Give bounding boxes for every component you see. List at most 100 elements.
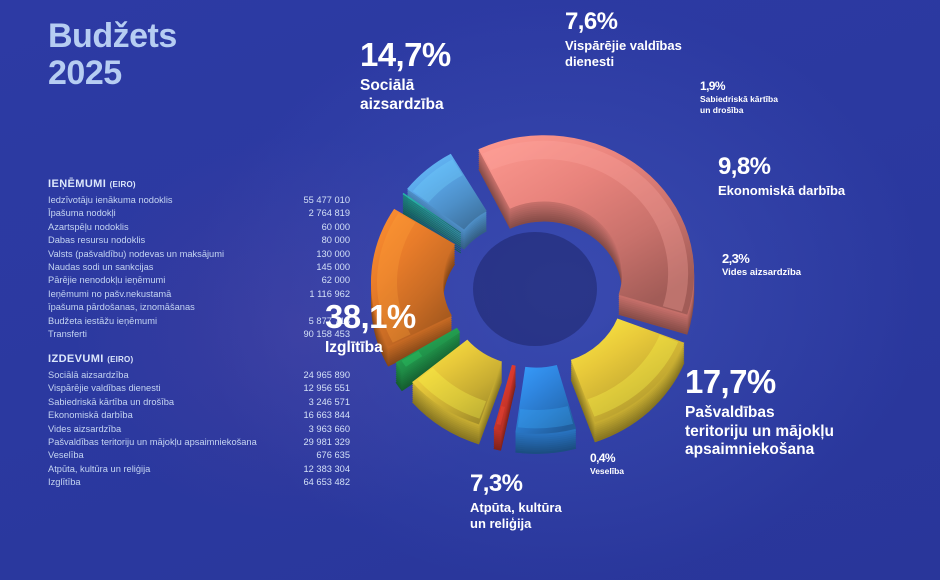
donut-slice-soci-l-aizsardz-ba[interactable] [570,318,685,443]
table-row: Sabiedriskā kārtība un drošība 3 246 571 [48,396,350,409]
table-row: Transferti 90 158 453 [48,328,350,341]
table-row: Pašvaldības teritoriju un mājokļu apsaim… [48,436,350,449]
callout-visparejie-name-l1: Vispārējie valdības [565,38,682,53]
expense-row-label: Sabiedriskā kārtība un drošība [48,396,175,407]
table-row: īpašuma pārdošanas, iznomāšanas [48,301,350,314]
callout-ekonomiska-darbiba: 9,8% Ekonomiskā darbība [718,155,845,199]
expense-row-value: 3 963 660 [308,423,350,434]
expense-row-value: 12 956 551 [303,383,350,394]
slice-highlight [377,213,416,343]
table-row: Dabas resursu nodoklis 80 000 [48,234,350,247]
callout-ekonomiska-pct: 9,8% [718,153,771,180]
callout-pasvaldibas-name: Pašvaldības teritoriju un mājokļu apsaim… [685,404,834,460]
slice-top [493,364,516,431]
donut-graphic [370,123,700,454]
callout-sociala-name: Sociālā aizsardzība [360,77,451,114]
income-row-value: 55 477 010 [303,195,350,205]
expense-row-label: Pašvaldības teritoriju un mājokļu apsaim… [48,437,257,448]
callout-atputa-pct: 7,3% [470,470,523,497]
table-row: Veselība 676 635 [48,449,350,462]
callout-atputa-name-l1: Atpūta, kultūra [470,500,562,515]
callout-atputa-name: Atpūta, kultūra un reliģija [470,500,562,531]
callout-sociala-aizsardziba: 14,7% Sociālā aizsardzība [360,38,451,114]
income-row-value: 60 000 [321,221,350,232]
callout-ekonomiska-name: Ekonomiskā darbība [718,183,846,198]
slice-wall [402,206,462,248]
callout-sabiedriska-name: Sabiedriskā kārtība un drošība [700,94,778,115]
callout-veseliba: 0,4% Veselība [590,452,624,477]
slice-top [395,327,461,372]
donut-slice-visp-r-jie-vald-bas-dienesti[interactable] [515,364,577,454]
income-row-label: Pārējie nenodokļu ieņēmumi [48,275,166,286]
expense-row-label: Vispārējie valdības dienesti [48,383,161,394]
income-row-label: Valsts (pašvaldību) nodevas un maksājumi [48,248,225,259]
callout-izglitiba-name: Izglītība [325,339,383,356]
expense-row-label: Veselība [48,450,84,461]
income-row-label: Īpašuma nodokļi [48,208,116,219]
income-row-label: Dabas resursu nodoklis [48,235,146,246]
slice-highlight [412,159,463,203]
slice-wall [402,208,462,250]
callout-atputa-kultura: 7,3% Atpūta, kultūra un reliģija [470,472,562,531]
callout-veseliba-name: Veselība [590,466,625,476]
income-row-value: 130 000 [316,248,350,259]
callout-pasvaldibas-pct: 17,7% [685,363,776,400]
donut-slice-pa-vald-bas-teritoriju-un-m-jok-u-apsaimnieko-ana[interactable] [371,208,456,367]
expense-row-label: Atpūta, kultūra un reliģija [48,463,151,474]
table-row: Ieņēmumi no pašv.nekustamā 1 116 962 [48,288,350,301]
table-row: Azartspēļu nodoklis 60 000 [48,221,350,234]
callout-sabiedriska-name-l1: Sabiedriskā kārtība [700,94,778,104]
income-row-label: Naudas sodi un sankcijas [48,262,154,273]
callout-pasvaldibas-name-l3: apsaimniekošana [685,441,815,459]
callout-veseliba-pct: 0,4% [590,451,616,465]
income-row-label: Azartspēļu nodoklis [48,221,129,232]
callout-izglitiba: 38,1% Izglītība [325,300,416,358]
slice-wall [402,202,462,244]
expense-row-label: Ekonomiskā darbība [48,410,133,421]
expense-table-block: IZDEVUMI (EIRO) Sociālā aizsardzība 24 96… [48,353,350,490]
expense-row-value: 29 981 329 [303,437,350,448]
expense-row-label: Izglītība [48,477,81,488]
slice-highlight [482,140,689,312]
donut-slice-ekonomisk-darb-ba[interactable] [412,339,503,445]
slice-wall [402,196,462,238]
callout-visparejie-valdibas-dienesti: 7,6% Vispārējie valdības dienesti [565,10,682,69]
page-title-line2: 2025 [48,53,122,92]
table-row: Atpūta, kultūra un reliģija 12 383 304 [48,463,350,476]
table-row: Pārējie nenodokļu ieņēmumi 62 000 [48,274,350,287]
income-table: Iedzīvotāju ienākuma nodoklis 55 477 010 Ī… [48,194,350,341]
table-row: Valsts (pašvaldību) nodevas un maksājumi… [48,248,350,261]
callout-sociala-name-l1: Sociālā [360,77,415,94]
page-title-line1: Budžets [48,17,177,55]
income-heading-unit: (EIRO) [109,180,136,189]
table-row: Ekonomiskā darbība 16 663 844 [48,409,350,422]
slice-highlight [407,196,425,209]
expense-row-value: 676 635 [316,450,350,461]
donut-hole-shadow [473,231,597,347]
donut-slice-sabiedrisk-k-rt-ba-un-dro-ba[interactable] [493,364,516,451]
income-table-heading: IEŅĒMUMI (EIRO) [48,178,350,190]
callout-visparejie-pct: 7,6% [565,8,618,35]
table-row: Izglītība 64 653 482 [48,476,350,489]
donut-slice-atp-ta-kult-ra-un-reli-ija[interactable] [407,153,487,250]
donut-slice-izgl-t-ba[interactable] [478,135,695,335]
income-row-value: 80 000 [321,235,350,246]
income-row-value: 62 000 [321,275,350,286]
table-row: Vides aizsardzība 3 963 660 [48,423,350,436]
income-table-block: IEŅĒMUMI (EIRO) Iedzīvotāju ienākuma nod… [48,178,350,341]
income-row-value: 2 764 819 [308,208,350,219]
callout-sabiedriska-kartiba: 1,9% Sabiedriskā kārtība un drošība [700,80,778,115]
slice-top [478,135,695,315]
income-row-label: Transferti [48,329,87,340]
page-title: Budžets 2025 [48,18,177,91]
slice-wall [402,198,462,240]
callout-vides-pct: 2,3% [722,251,750,266]
expense-row-label: Vides aizsardzība [48,423,122,434]
callout-vides-name: Vides aizsardzība [722,267,802,278]
income-row-label: Iedzīvotāju ienākuma nodoklis [48,195,173,205]
slice-highlight [496,406,505,425]
table-row: Iedzīvotāju ienākuma nodoklis 55 477 010 [48,194,350,207]
callout-vides-aizsardziba: 2,3% Vides aizsardzība [722,252,801,279]
budget-donut-chart [335,48,735,528]
callout-izglitiba-pct: 38,1% [325,298,416,335]
